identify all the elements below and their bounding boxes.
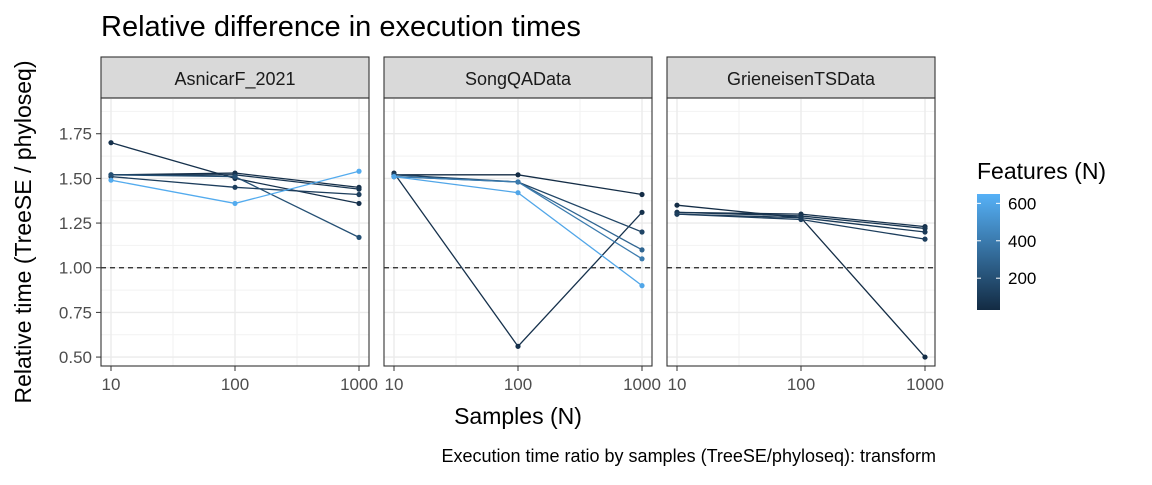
facet-strip [666,56,936,99]
facet-panels: AsnicarF_2021 10 100 1000 0.50 0.75 1.00 1.25 1.… [59,56,944,394]
legend-colorbar [977,194,1000,310]
data-point [674,211,680,217]
color-legend: Features (N) 200 400 600 [977,158,1106,310]
data-point [391,174,397,180]
facet-strip-label: SongQAData [465,69,572,89]
data-point [515,172,521,178]
data-point [922,229,928,235]
x-axis-label: Samples (N) [454,403,582,429]
legend-title: Features (N) [977,158,1106,184]
x-tick-label: 1000 [906,375,944,394]
x-tick-label: 10 [668,375,687,394]
facet-panel: SongQAData 10 100 1000 [383,56,661,394]
legend-tick-label: 200 [1008,269,1036,288]
y-axis-label: Relative time (TreeSE / phyloseq) [10,60,36,403]
chart-caption: Execution time ratio by samples (TreeSE/… [441,446,936,466]
data-point [232,174,238,180]
data-point [356,168,362,174]
facet-panel: AsnicarF_2021 10 100 1000 0.50 0.75 1.00 1.25 1.… [59,56,378,394]
data-point [639,191,645,198]
x-tick-label: 100 [504,375,532,394]
y-tick-label: 1.50 [59,169,92,188]
data-point [922,354,928,360]
data-point [515,343,521,349]
data-point [108,177,114,183]
data-point [798,216,804,223]
data-point [639,229,645,235]
data-point [356,234,362,240]
data-point [108,140,114,146]
y-tick-label: 0.75 [59,303,92,322]
legend-tick-label: 400 [1008,232,1036,251]
data-point [922,236,928,242]
data-point [356,191,362,198]
data-point [356,200,362,207]
x-tick-label: 100 [787,375,815,394]
data-point [639,283,645,289]
legend-tick-label: 600 [1008,194,1036,213]
data-point [639,256,645,262]
data-point [515,179,521,185]
data-point [674,202,680,208]
y-tick-label: 0.50 [59,348,92,367]
data-point [108,172,114,178]
facet-strip [383,56,653,99]
facet-strip [100,56,370,99]
data-point [232,184,238,190]
x-tick-label: 1000 [340,375,378,394]
facet-strip-label: AsnicarF_2021 [174,69,295,90]
data-point [922,225,928,232]
data-point [232,200,238,207]
data-point [639,247,645,253]
data-point [515,190,521,196]
data-point [639,209,645,215]
y-tick-label: 1.00 [59,259,92,278]
facet-panel: GrieneisenTSData 10 100 1000 [666,56,944,394]
y-tick-label: 1.25 [59,214,92,233]
x-tick-label: 10 [102,375,121,394]
data-point [356,186,362,192]
chart-title: Relative difference in execution times [101,11,581,43]
x-tick-label: 10 [385,375,404,394]
x-tick-label: 1000 [623,375,661,394]
x-tick-label: 100 [221,375,249,394]
y-tick-label: 1.75 [59,125,92,144]
facet-strip-label: GrieneisenTSData [727,69,876,89]
